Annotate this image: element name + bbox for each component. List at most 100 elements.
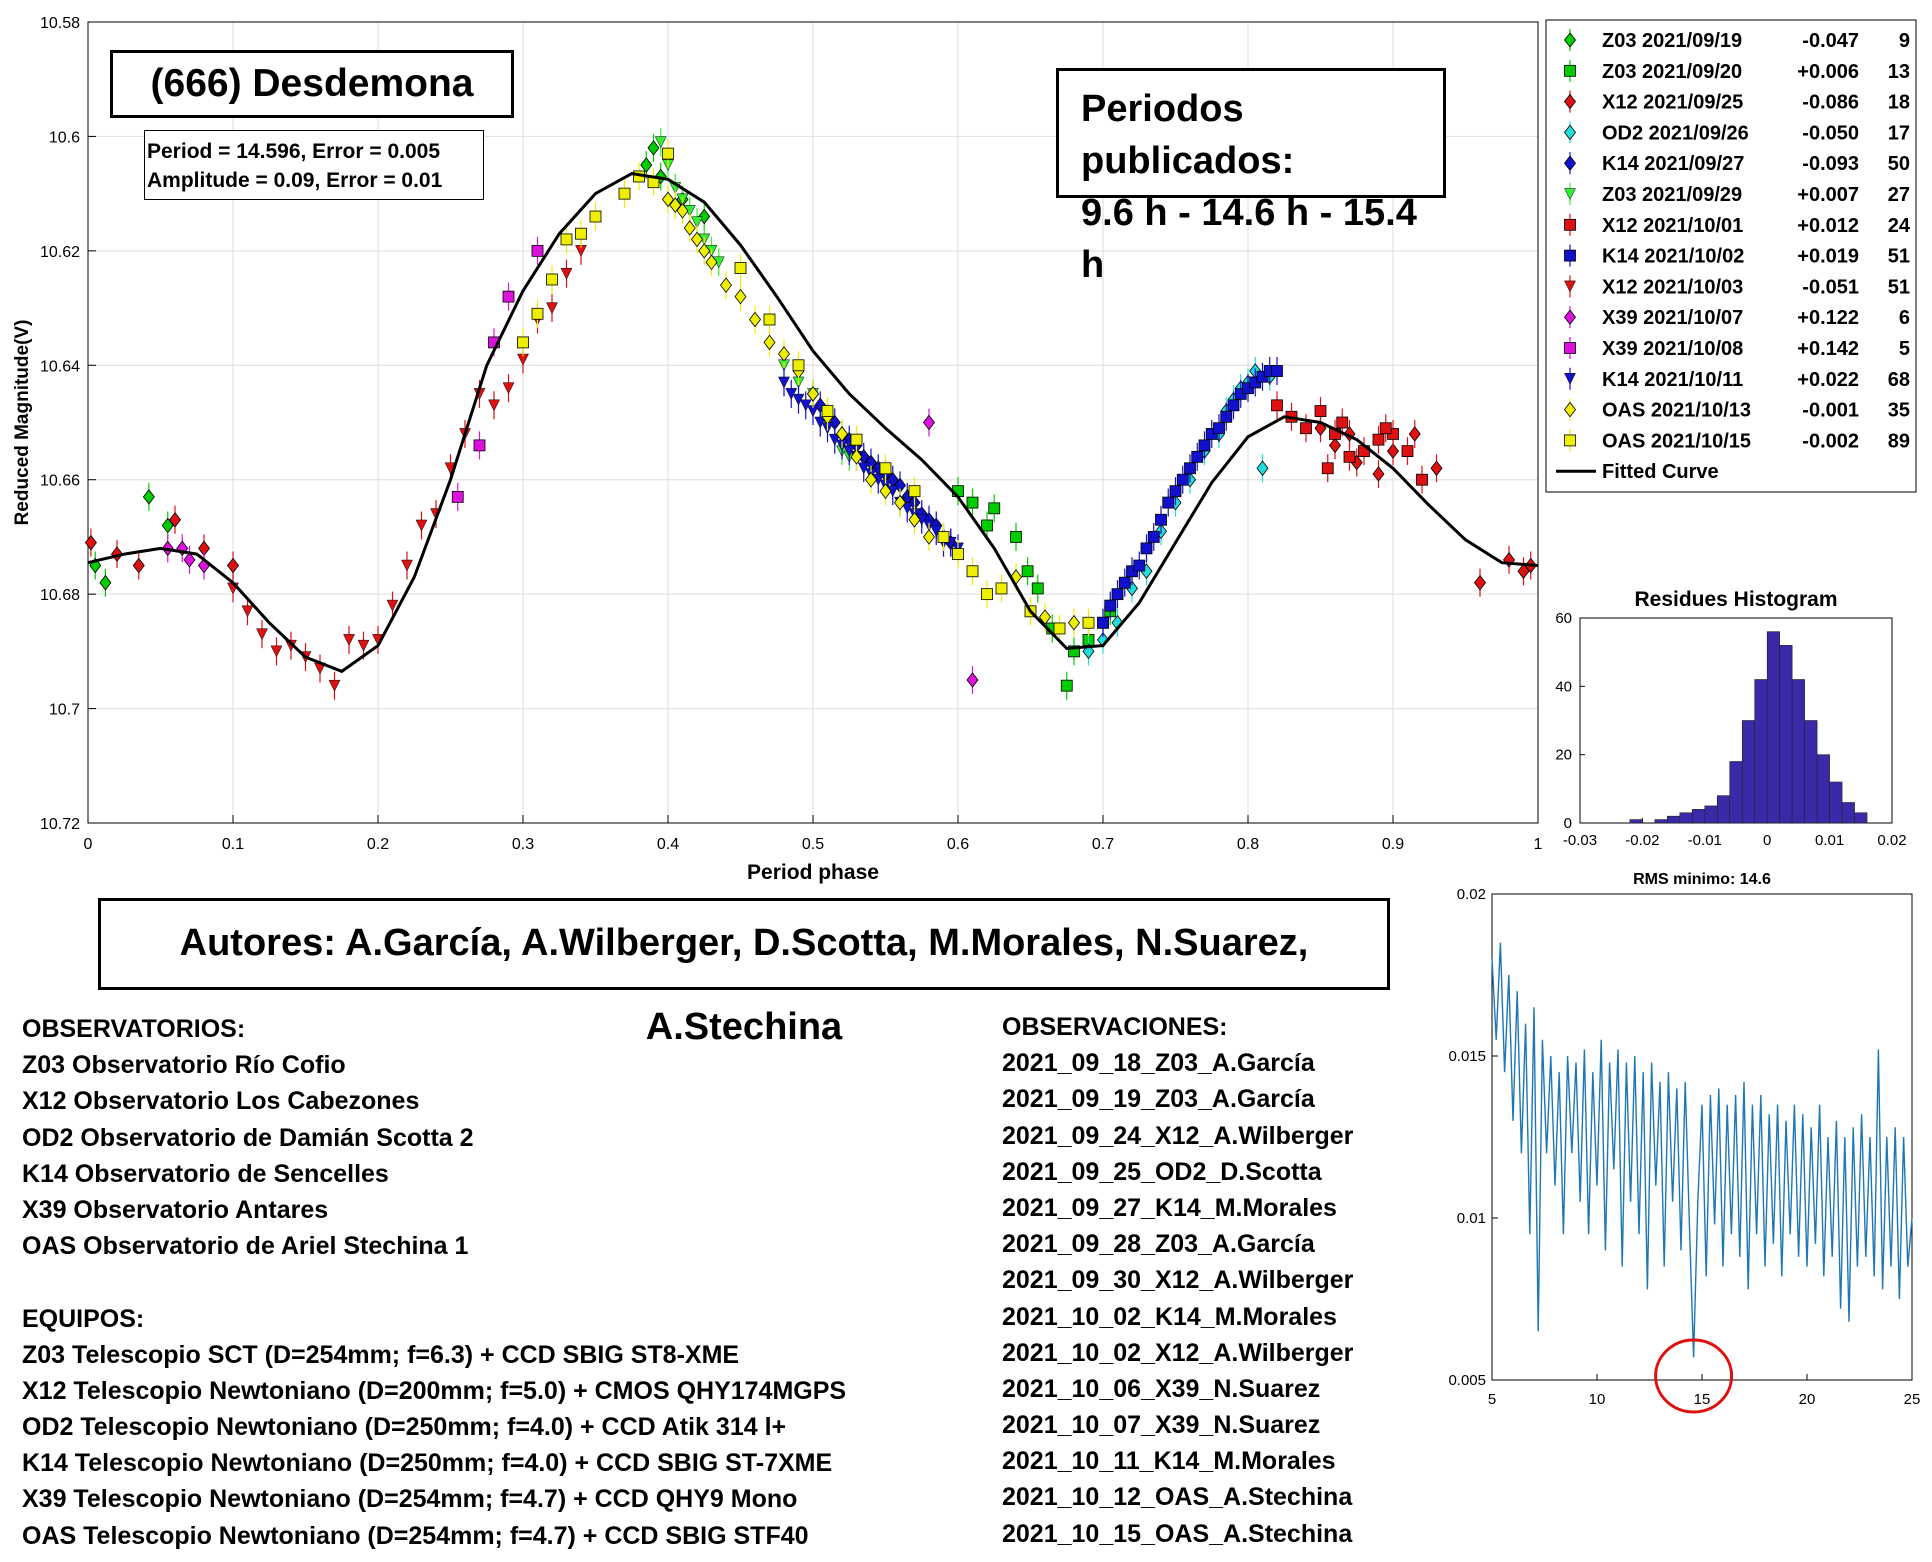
data-point <box>1067 614 1081 631</box>
histogram-bar <box>1779 645 1793 824</box>
published-periods-heading: Periodos publicados: <box>1081 88 1295 182</box>
data-point <box>84 534 97 551</box>
legend-count: 51 <box>1888 276 1910 298</box>
observation-item: 2021_09_24_X12_A.Wilberger <box>1002 1121 1354 1150</box>
y-tick-label: 0.01 <box>1457 1210 1486 1227</box>
data-point <box>1068 645 1080 658</box>
x-tick-label: -0.01 <box>1688 832 1722 849</box>
data-point <box>748 311 762 328</box>
x-tick-label: -0.02 <box>1625 832 1659 849</box>
series-x12-2021-10-03 <box>227 236 587 700</box>
histogram-bar <box>1729 761 1743 824</box>
data-point <box>690 231 704 248</box>
legend-marker <box>1564 342 1576 354</box>
rms-frame <box>1491 893 1913 1381</box>
y-tick-label: 40 <box>1555 678 1572 695</box>
legend-offset: -0.086 <box>1802 92 1859 114</box>
data-point <box>654 136 667 149</box>
data-point <box>1227 399 1240 412</box>
data-point <box>850 433 863 446</box>
legend-curve-name: Fitted Curve <box>1602 461 1719 483</box>
x-tick-label: 0.5 <box>802 836 824 853</box>
published-periods-box: Periodos publicados: 9.6 h - 14.6 h - 15… <box>1056 68 1446 286</box>
histogram-bar <box>1692 809 1706 824</box>
histogram-bar <box>1829 781 1843 824</box>
data-point <box>1336 416 1349 429</box>
histogram-bar <box>1791 679 1805 824</box>
x-tick-label: 0.1 <box>222 836 244 853</box>
fit-amplitude-line: Amplitude = 0.09, Error = 0.01 <box>147 169 443 192</box>
y-axis-label: Reduced Magnitude(V) <box>12 320 33 526</box>
y-tick-label: 10.64 <box>40 358 80 375</box>
legend-series-name: K14 2021/10/11 <box>1602 369 1743 391</box>
x-tick-label: 0.01 <box>1815 832 1844 849</box>
x-tick-label: 0.6 <box>947 836 969 853</box>
data-point <box>734 262 747 274</box>
histogram-bar <box>1667 815 1681 824</box>
x-tick-label: 0.8 <box>1237 836 1259 853</box>
observatories-heading: OBSERVATORIOS: <box>22 1015 246 1043</box>
legend-offset: -0.050 <box>1802 122 1859 144</box>
data-point <box>806 386 820 402</box>
legend-count: 13 <box>1888 61 1910 83</box>
data-point <box>792 359 805 372</box>
data-point <box>778 376 790 389</box>
histogram-bar <box>1679 812 1693 824</box>
data-point <box>401 559 413 572</box>
legend-offset: +0.019 <box>1797 246 1859 268</box>
legend-marker <box>1564 64 1576 77</box>
data-point <box>575 227 587 240</box>
data-point <box>691 216 703 229</box>
spacer <box>22 1264 846 1300</box>
data-point <box>589 210 602 223</box>
legend-series-name: K14 2021/09/27 <box>1602 153 1744 175</box>
data-point <box>1097 616 1109 629</box>
histogram-bar <box>1804 720 1818 824</box>
data-point <box>705 254 718 271</box>
x-tick-label: 25 <box>1904 1391 1921 1408</box>
data-point <box>1111 588 1124 601</box>
observation-item: 2021_09_30_X12_A.Wilberger <box>1002 1266 1354 1295</box>
data-point <box>473 439 486 452</box>
data-point <box>1271 365 1283 377</box>
x-tick-label: 0 <box>84 836 93 853</box>
legend-marker <box>1563 309 1577 326</box>
legend-count: 17 <box>1888 122 1910 144</box>
x-tick-label: 0.3 <box>512 836 534 853</box>
data-point <box>763 334 776 351</box>
y-tick-label: 10.58 <box>40 15 80 32</box>
data-point <box>922 414 936 431</box>
data-point <box>966 496 979 509</box>
data-point <box>662 147 674 160</box>
y-tick-label: 10.72 <box>40 816 80 833</box>
data-point <box>995 582 1008 595</box>
legend-offset: -0.047 <box>1802 30 1859 52</box>
x-tick-label: 10 <box>1589 1391 1606 1408</box>
data-point <box>1191 450 1204 463</box>
data-point <box>821 405 834 417</box>
legend-series-name: OAS 2021/10/15 <box>1602 430 1751 452</box>
legend-marker <box>1563 124 1577 141</box>
legend-count: 18 <box>1888 92 1910 114</box>
asteroid-name-box: (666) Desdemona <box>110 50 514 118</box>
data-point <box>517 336 529 349</box>
observations-heading: OBSERVACIONES: <box>1002 1013 1228 1041</box>
data-point <box>1082 616 1095 629</box>
x-tick-label: -0.03 <box>1563 832 1597 849</box>
x-tick-label: 20 <box>1799 1391 1816 1408</box>
data-point <box>952 548 964 560</box>
y-tick-label: 10.62 <box>40 244 80 261</box>
legend-offset: -0.093 <box>1802 153 1859 175</box>
data-point <box>843 445 856 458</box>
data-point <box>828 433 841 446</box>
data-point <box>647 140 660 156</box>
fit-period-line: Period = 14.596, Error = 0.005 <box>147 140 441 163</box>
data-point <box>415 519 428 532</box>
equipment-item: X12 Telescopio Newtoniano (D=200mm; f=5.… <box>22 1376 847 1405</box>
data-point <box>99 574 112 591</box>
y-tick-label: 10.6 <box>49 129 80 146</box>
data-point <box>799 399 812 412</box>
data-point <box>763 313 776 326</box>
data-point <box>676 203 689 219</box>
data-point <box>879 483 892 499</box>
